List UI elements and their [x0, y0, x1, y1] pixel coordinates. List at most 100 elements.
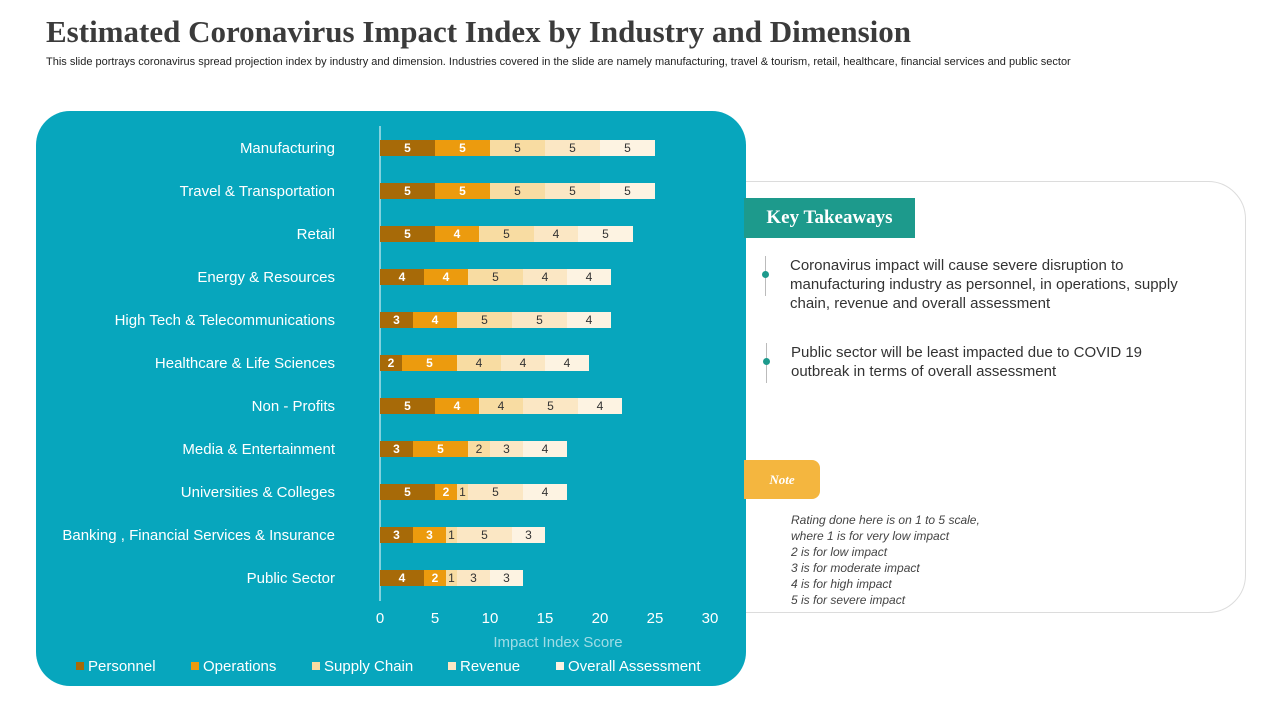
- bar-segment: [490, 183, 545, 199]
- data-label: 2: [476, 442, 483, 456]
- bar-segment: [380, 140, 435, 156]
- takeaways-card: [700, 181, 1246, 613]
- data-label: 5: [536, 313, 543, 327]
- data-label: 4: [542, 485, 549, 499]
- category-label: Non - Profits: [252, 398, 335, 415]
- note-line: 2 is for low impact: [791, 545, 888, 559]
- data-label: 5: [437, 442, 444, 456]
- data-label: 5: [481, 313, 488, 327]
- category-label: Universities & Colleges: [181, 484, 335, 501]
- bar-segment: [380, 226, 435, 242]
- data-label: 2: [388, 356, 395, 370]
- chart-panel: Manufacturing 5 5 5 5 5 Travel & Transportatio…: [36, 111, 746, 686]
- bar-segment: [490, 441, 523, 457]
- x-tick-label: 20: [592, 610, 609, 627]
- bar-segment: [446, 570, 457, 586]
- bar-segment: [457, 484, 468, 500]
- data-label: 4: [586, 313, 593, 327]
- data-label: 5: [602, 227, 609, 241]
- bar-segment: [435, 226, 479, 242]
- legend-swatch: [76, 662, 84, 670]
- data-label: 5: [492, 485, 499, 499]
- data-label: 4: [476, 356, 483, 370]
- data-label: 4: [454, 399, 461, 413]
- data-label: 4: [564, 356, 571, 370]
- x-tick-label: 15: [537, 610, 554, 627]
- page-subtitle: This slide portrays coronavirus spread p…: [46, 56, 1071, 68]
- x-tick-label: 25: [647, 610, 664, 627]
- takeaway-point-2: Public sector will be least impacted due…: [763, 343, 1201, 383]
- bar-segment: [380, 441, 413, 457]
- data-label: 1: [459, 485, 466, 499]
- data-label: 5: [404, 399, 411, 413]
- data-label: 5: [459, 184, 466, 198]
- y-axis-title: Axis Title: [36, 337, 39, 389]
- bar-segment: [600, 183, 655, 199]
- data-label: 4: [597, 399, 604, 413]
- note-line: Rating done here is on 1 to 5 scale,: [791, 513, 980, 527]
- bar-segment: [380, 570, 424, 586]
- bar-segment: [490, 140, 545, 156]
- legend-label: Personnel: [88, 658, 156, 675]
- bar-segment: [501, 355, 545, 371]
- bar-segment: [567, 269, 611, 285]
- legend-swatch: [191, 662, 199, 670]
- bar-segment: [380, 355, 402, 371]
- bar-segment: [468, 484, 523, 500]
- category-label: Media & Entertainment: [182, 441, 335, 458]
- data-label: 1: [448, 571, 455, 585]
- bar-segment: [523, 269, 567, 285]
- data-label: 4: [586, 270, 593, 284]
- data-label: 3: [393, 528, 400, 542]
- x-axis-title: Impact Index Score: [493, 634, 622, 651]
- bar-segment: [523, 398, 578, 414]
- note-line: 4 is for high impact: [791, 577, 892, 591]
- bullet-dot-icon: [762, 271, 769, 278]
- data-label: 3: [393, 313, 400, 327]
- bar-segment: [457, 312, 512, 328]
- bar-segment: [490, 570, 523, 586]
- data-label: 2: [443, 485, 450, 499]
- legend-label: Operations: [203, 658, 276, 675]
- takeaway-text: Public sector will be least impacted due…: [791, 344, 1142, 380]
- takeaway-point-1: Coronavirus impact will cause severe dis…: [762, 256, 1210, 313]
- data-label: 4: [399, 270, 406, 284]
- data-label: 3: [426, 528, 433, 542]
- note-tag: Note: [744, 460, 820, 499]
- bar-segment: [435, 140, 490, 156]
- x-tick-label: 30: [702, 610, 719, 627]
- bar-segment: [457, 355, 501, 371]
- bar-segment: [512, 527, 545, 543]
- data-label: 4: [498, 399, 505, 413]
- category-label: Retail: [297, 226, 335, 243]
- data-label: 5: [503, 227, 510, 241]
- bar-segment: [435, 183, 490, 199]
- data-label: 5: [404, 227, 411, 241]
- note-text: Rating done here is on 1 to 5 scale, whe…: [791, 512, 980, 608]
- legend-label: Overall Assessment: [568, 658, 701, 675]
- bar-segment: [380, 398, 435, 414]
- bar-segment: [435, 484, 457, 500]
- bar-segment: [380, 312, 413, 328]
- data-label: 5: [569, 141, 576, 155]
- bar-segment: [424, 570, 446, 586]
- data-label: 5: [404, 184, 411, 198]
- bar-segment: [479, 398, 523, 414]
- data-label: 4: [432, 313, 439, 327]
- category-label: High Tech & Telecommunications: [115, 312, 335, 329]
- data-label: 5: [514, 184, 521, 198]
- data-label: 5: [459, 141, 466, 155]
- data-label: 1: [448, 528, 455, 542]
- data-label: 3: [393, 442, 400, 456]
- bar-segment: [512, 312, 567, 328]
- bar-segment: [479, 226, 534, 242]
- data-label: 4: [443, 270, 450, 284]
- bar-segment: [578, 226, 633, 242]
- bar-segment: [534, 226, 578, 242]
- bar-segment: [380, 183, 435, 199]
- key-takeaways-heading: Key Takeaways: [744, 198, 915, 238]
- x-tick-label: 10: [482, 610, 499, 627]
- bar-segment: [413, 312, 457, 328]
- bar-segment: [545, 355, 589, 371]
- bar-segment: [457, 527, 512, 543]
